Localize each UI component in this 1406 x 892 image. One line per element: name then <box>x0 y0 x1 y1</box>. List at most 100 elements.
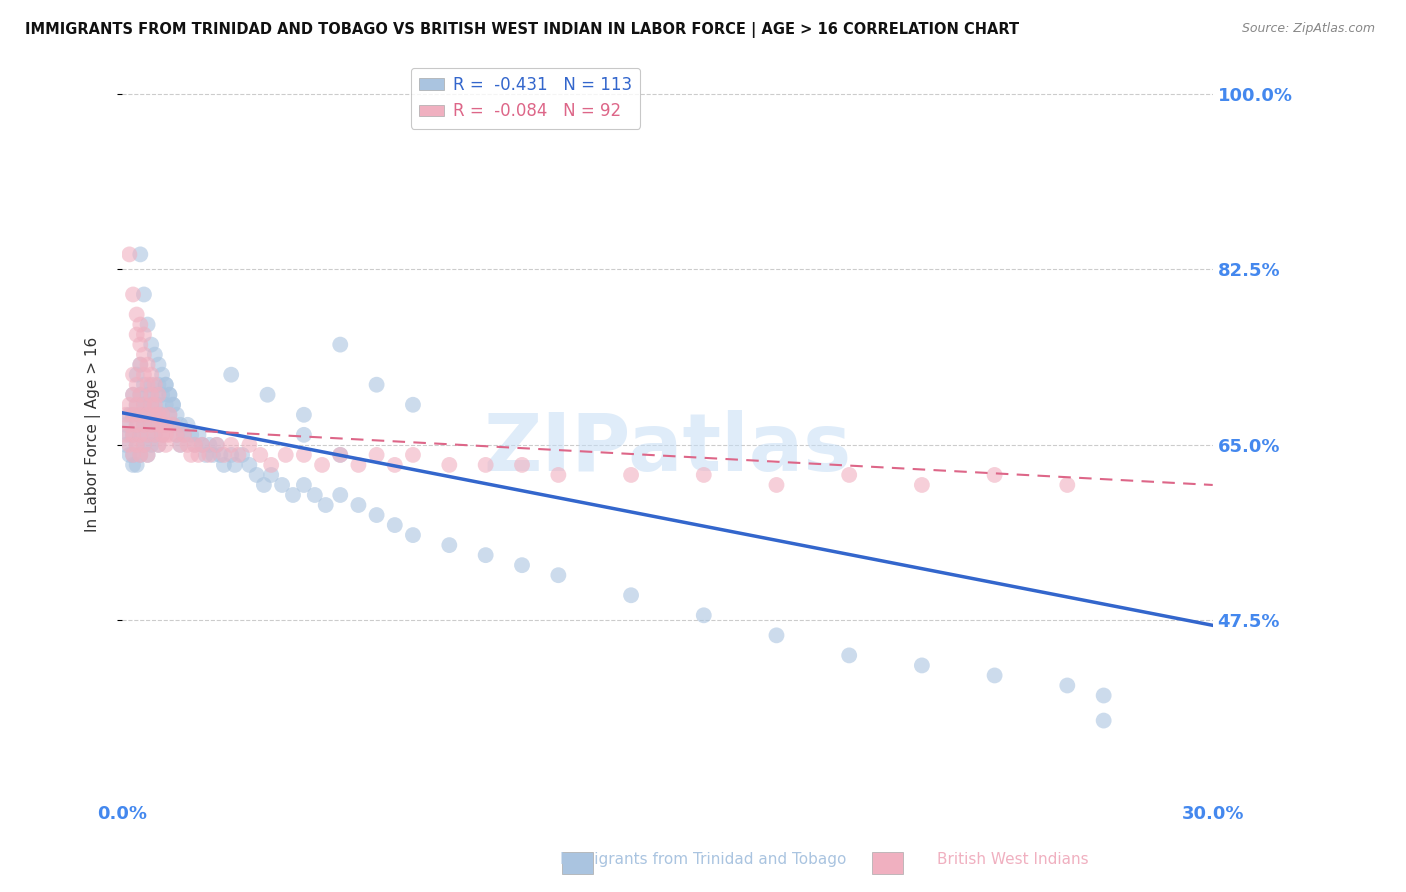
Point <box>157 408 180 422</box>
Point <box>125 417 148 432</box>
Point <box>143 398 166 412</box>
Point <box>347 498 370 512</box>
Point <box>125 327 148 342</box>
Point <box>219 438 242 452</box>
Point <box>155 427 177 442</box>
Point <box>838 648 860 663</box>
Point <box>136 448 159 462</box>
Point <box>150 368 173 382</box>
Point <box>180 427 202 442</box>
Point <box>620 467 643 482</box>
Point <box>547 467 569 482</box>
Point <box>122 427 145 442</box>
Point <box>125 377 148 392</box>
Point <box>143 427 166 442</box>
Point <box>166 408 188 422</box>
Point <box>173 427 195 442</box>
Text: Immigrants from Trinidad and Tobago: Immigrants from Trinidad and Tobago <box>560 852 846 867</box>
Point <box>129 337 152 351</box>
Point <box>150 427 173 442</box>
Point <box>238 438 260 452</box>
Point <box>114 408 136 422</box>
Point <box>122 408 145 422</box>
Point <box>228 448 250 462</box>
Point <box>122 287 145 301</box>
Point <box>384 458 406 472</box>
Point <box>132 398 155 412</box>
Point <box>693 467 716 482</box>
Point <box>329 448 352 462</box>
Point <box>292 448 315 462</box>
Point <box>231 448 253 462</box>
Point <box>143 348 166 362</box>
Point <box>141 398 163 412</box>
Point <box>187 427 209 442</box>
Point <box>136 408 159 422</box>
Point <box>292 408 315 422</box>
Point <box>366 508 388 522</box>
Point <box>198 438 221 452</box>
Point <box>209 448 232 462</box>
Point <box>402 398 425 412</box>
Point <box>150 417 173 432</box>
Point <box>212 458 235 472</box>
Point <box>765 628 787 642</box>
Point <box>155 377 177 392</box>
Point <box>118 247 141 261</box>
Text: ZIPatlas: ZIPatlas <box>484 410 852 488</box>
Point <box>129 448 152 462</box>
Point <box>122 388 145 402</box>
Point <box>191 438 214 452</box>
Point <box>148 398 170 412</box>
Point <box>125 417 148 432</box>
Point <box>129 318 152 332</box>
Point <box>122 448 145 462</box>
Point <box>141 388 163 402</box>
Point <box>1056 678 1078 692</box>
Point <box>838 467 860 482</box>
Point <box>260 458 283 472</box>
Point <box>347 458 370 472</box>
Point <box>169 417 191 432</box>
Point <box>125 398 148 412</box>
Point <box>136 388 159 402</box>
Point <box>202 448 225 462</box>
Point <box>176 438 198 452</box>
Point <box>141 337 163 351</box>
Point <box>157 427 180 442</box>
Point <box>141 417 163 432</box>
Point <box>129 408 152 422</box>
Point <box>132 417 155 432</box>
Point <box>122 388 145 402</box>
Legend: R =  -0.431   N = 113, R =  -0.084   N = 92: R = -0.431 N = 113, R = -0.084 N = 92 <box>411 68 640 128</box>
Point <box>402 448 425 462</box>
Point <box>155 438 177 452</box>
Point <box>510 458 533 472</box>
Point <box>118 438 141 452</box>
Point <box>219 448 242 462</box>
Point <box>439 458 461 472</box>
Point <box>765 478 787 492</box>
Point <box>118 408 141 422</box>
Point <box>136 377 159 392</box>
Point <box>114 427 136 442</box>
Point <box>118 417 141 432</box>
Point <box>157 388 180 402</box>
Point <box>439 538 461 552</box>
Point <box>129 408 152 422</box>
Point <box>157 388 180 402</box>
Point <box>198 448 221 462</box>
Point <box>136 448 159 462</box>
Point <box>132 438 155 452</box>
Text: IMMIGRANTS FROM TRINIDAD AND TOBAGO VS BRITISH WEST INDIAN IN LABOR FORCE | AGE : IMMIGRANTS FROM TRINIDAD AND TOBAGO VS B… <box>25 22 1019 38</box>
Point <box>114 417 136 432</box>
Point <box>141 398 163 412</box>
Point <box>474 548 496 562</box>
Point <box>253 478 276 492</box>
Point <box>693 608 716 623</box>
Point <box>125 368 148 382</box>
Point <box>129 247 152 261</box>
Point <box>148 408 170 422</box>
Point <box>132 417 155 432</box>
Point <box>155 417 177 432</box>
